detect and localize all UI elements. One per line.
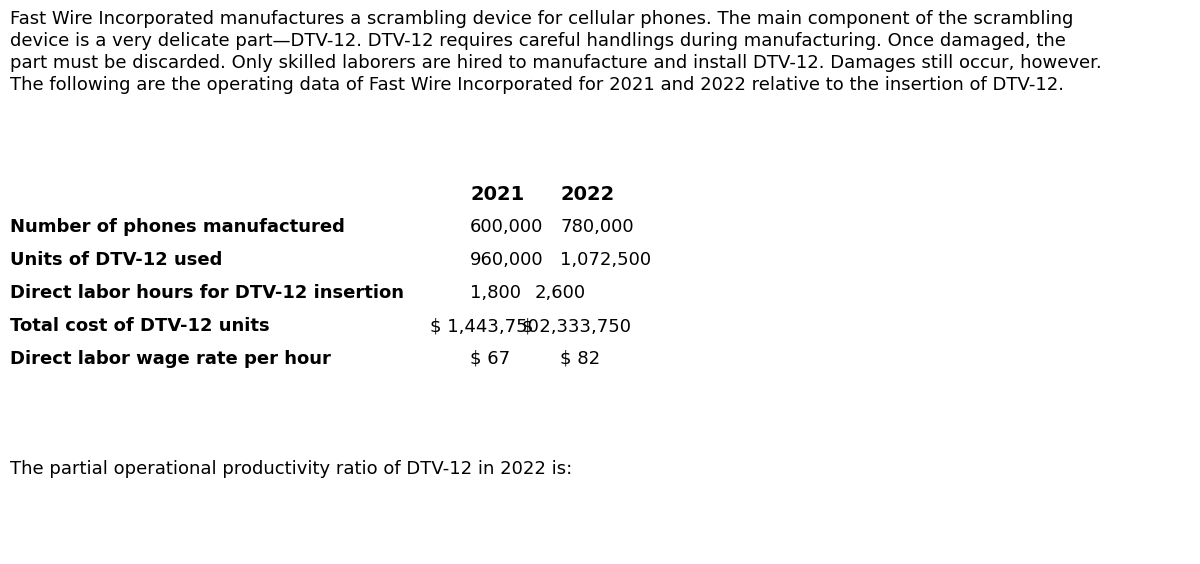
Text: Fast Wire Incorporated manufactures a scrambling device for cellular phones. The: Fast Wire Incorporated manufactures a sc…: [10, 10, 1073, 28]
Text: part must be discarded. Only skilled laborers are hired to manufacture and insta: part must be discarded. Only skilled lab…: [10, 54, 1102, 72]
Text: Direct labor hours for DTV-12 insertion: Direct labor hours for DTV-12 insertion: [10, 284, 404, 302]
Text: The following are the operating data of Fast Wire Incorporated for 2021 and 2022: The following are the operating data of …: [10, 76, 1064, 94]
Text: device is a very delicate part—DTV-12. DTV-12 requires careful handlings during : device is a very delicate part—DTV-12. D…: [10, 32, 1066, 50]
Text: 2022: 2022: [560, 185, 614, 204]
Text: 1,072,500: 1,072,500: [560, 251, 652, 269]
Text: $ 2,333,750: $ 2,333,750: [522, 317, 631, 335]
Text: $ 67: $ 67: [470, 350, 510, 368]
Text: 1,800: 1,800: [470, 284, 521, 302]
Text: 2021: 2021: [470, 185, 524, 204]
Text: 960,000: 960,000: [470, 251, 544, 269]
Text: $ 82: $ 82: [560, 350, 600, 368]
Text: $ 1,443,750: $ 1,443,750: [430, 317, 539, 335]
Text: 2,600: 2,600: [535, 284, 586, 302]
Text: Total cost of DTV-12 units: Total cost of DTV-12 units: [10, 317, 270, 335]
Text: Direct labor wage rate per hour: Direct labor wage rate per hour: [10, 350, 331, 368]
Text: Number of phones manufactured: Number of phones manufactured: [10, 218, 344, 236]
Text: 600,000: 600,000: [470, 218, 544, 236]
Text: 780,000: 780,000: [560, 218, 634, 236]
Text: The partial operational productivity ratio of DTV-12 in 2022 is:: The partial operational productivity rat…: [10, 460, 572, 478]
Text: Units of DTV-12 used: Units of DTV-12 used: [10, 251, 222, 269]
